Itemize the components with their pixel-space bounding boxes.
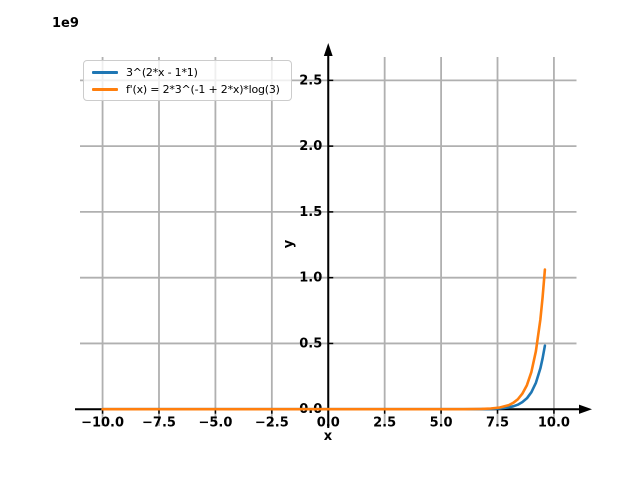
- x-tick-label: 5.0: [430, 416, 453, 431]
- series-curve-0: [101, 344, 547, 411]
- y-axis-label: y: [281, 239, 297, 249]
- y-tick-label: 2.5: [299, 73, 322, 88]
- x-tick-label: 10.0: [538, 416, 570, 431]
- x-tick-label: 7.5: [486, 416, 509, 431]
- legend-label: 3^(2*x - 1*1): [126, 65, 198, 79]
- y-tick-label: 0.5: [299, 336, 322, 351]
- x-tick-label: −10.0: [81, 416, 124, 431]
- legend-label: f'(x) = 2*3^(-1 + 2*x)*log(3): [126, 82, 280, 96]
- x-axis-label: x: [323, 429, 333, 444]
- legend-item: f'(x) = 2*3^(-1 + 2*x)*log(3): [92, 81, 283, 97]
- y-axis-offset-text: 1e9: [52, 16, 79, 31]
- y-tick-label: 1.0: [299, 271, 322, 286]
- x-tick-label: −2.5: [255, 416, 289, 431]
- legend: 3^(2*x - 1*1) f'(x) = 2*3^(-1 + 2*x)*log…: [83, 60, 292, 101]
- y-tick-label: 2.0: [299, 139, 322, 154]
- legend-line-sample-blue: [92, 70, 118, 74]
- legend-line-sample-orange: [92, 87, 118, 91]
- y-axis-arrow: [323, 43, 333, 56]
- x-tick-label: −7.5: [142, 416, 176, 431]
- y-tick-label: 1.5: [299, 205, 322, 220]
- x-tick-label: −5.0: [198, 416, 232, 431]
- x-tick-label: 2.5: [373, 416, 396, 431]
- legend-item: 3^(2*x - 1*1): [92, 64, 283, 80]
- x-axis-arrow: [579, 404, 592, 414]
- series-curve-1: [101, 268, 547, 411]
